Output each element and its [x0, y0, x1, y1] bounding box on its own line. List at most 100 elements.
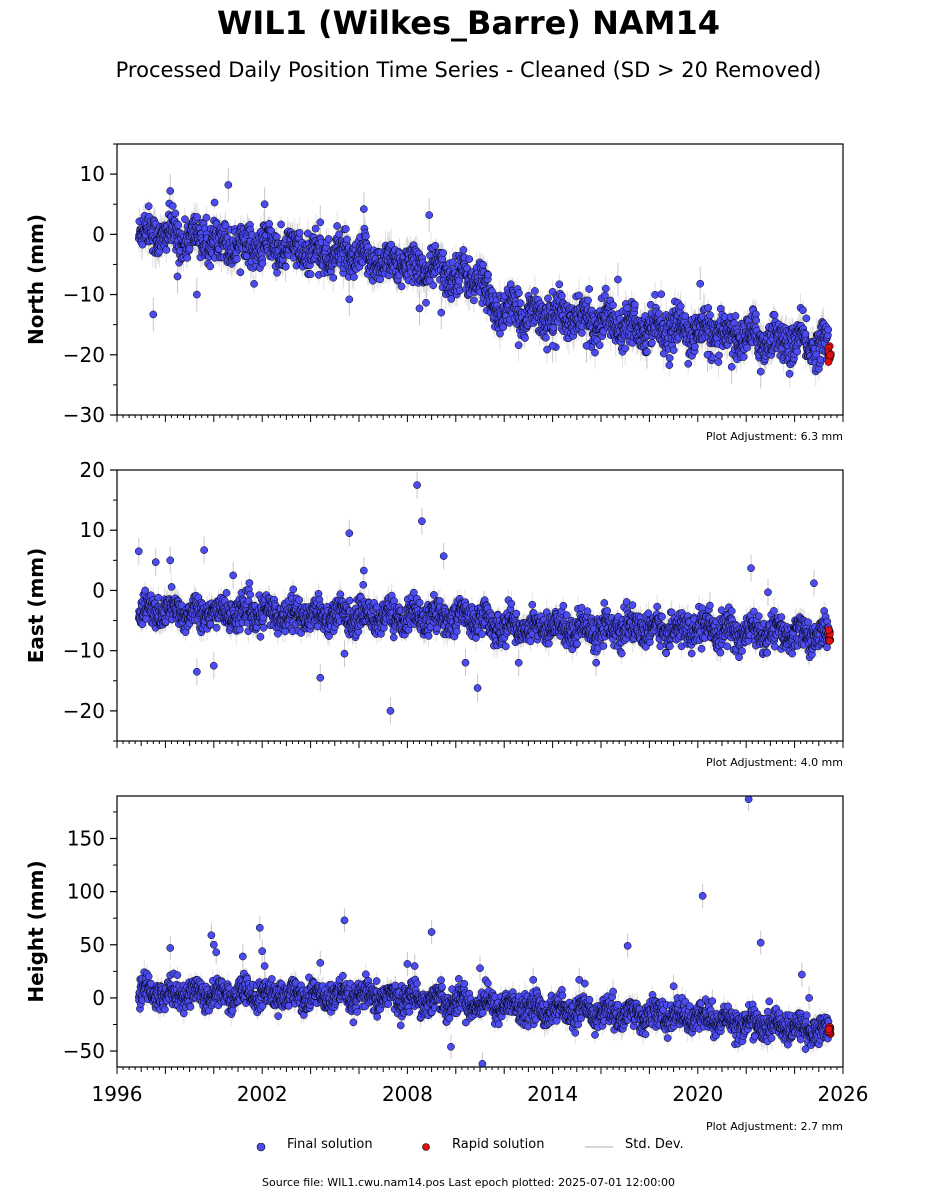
- data-point: [591, 348, 599, 357]
- data-point: [233, 255, 241, 263]
- data-point: [459, 246, 468, 254]
- outlier-point: [260, 200, 269, 209]
- y-tick-label: −10: [63, 283, 105, 307]
- data-point: [193, 213, 202, 221]
- outlier-point: [643, 347, 651, 356]
- data-point: [793, 347, 801, 356]
- y-tick-label: 10: [80, 162, 105, 186]
- outlier-point: [582, 341, 591, 350]
- data-point: [350, 273, 358, 281]
- plot-area: [134, 168, 835, 389]
- data-point: [250, 280, 258, 288]
- data-point: [499, 323, 508, 332]
- data-point: [397, 282, 406, 291]
- data-point: [544, 294, 552, 303]
- data-point: [714, 358, 723, 366]
- data-point: [578, 329, 586, 337]
- data-point: [743, 343, 752, 352]
- figure-title: WIL1 (Wilkes_Barre) NAM14: [217, 4, 720, 42]
- data-point: [575, 291, 583, 300]
- north-panel: −30 −20 −10 0 10 North (mm) Plot Adjustment: 6…: [24, 143, 844, 443]
- data-point: [181, 215, 189, 224]
- data-point: [715, 351, 723, 360]
- data-point: [584, 296, 592, 305]
- y-tick-label: 0: [92, 222, 105, 246]
- data-point: [362, 232, 370, 241]
- outlier-point: [149, 310, 158, 319]
- data-point: [183, 254, 192, 262]
- data-point: [210, 198, 219, 207]
- data-point: [236, 268, 245, 277]
- outlier-point: [166, 187, 175, 195]
- data-point: [655, 309, 663, 318]
- data-point: [609, 301, 617, 309]
- data-point: [470, 296, 478, 305]
- outlier-point: [224, 181, 233, 189]
- outlier-point: [703, 350, 712, 359]
- data-point: [221, 221, 230, 230]
- data-point: [311, 224, 320, 233]
- data-point: [185, 244, 194, 253]
- rapid-solution-points: [824, 342, 835, 366]
- outlier-point: [548, 341, 557, 350]
- data-point: [801, 330, 810, 338]
- data-point: [770, 311, 779, 319]
- data-point: [295, 229, 304, 237]
- data-point: [595, 341, 604, 350]
- data-point: [273, 268, 281, 277]
- data-point: [429, 281, 438, 290]
- data-point: [465, 255, 474, 263]
- data-point: [281, 262, 290, 271]
- data-point: [676, 302, 685, 311]
- data-point: [206, 262, 215, 271]
- data-point: [521, 334, 529, 342]
- data-point: [306, 270, 315, 279]
- data-point: [648, 338, 656, 347]
- data-point: [329, 273, 338, 282]
- data-point: [277, 220, 285, 229]
- data-point: [669, 346, 678, 355]
- outlier-point: [614, 275, 622, 284]
- data-point: [376, 275, 384, 284]
- data-point: [558, 292, 566, 300]
- data-point: [684, 359, 693, 368]
- data-point: [343, 235, 351, 244]
- data-point: [144, 202, 153, 211]
- data-point: [657, 290, 666, 299]
- data-point: [168, 202, 177, 210]
- data-point: [706, 311, 714, 319]
- data-point: [484, 270, 492, 279]
- data-point: [171, 209, 180, 218]
- data-point: [739, 353, 748, 361]
- y-tick-label: −30: [63, 403, 105, 427]
- data-point: [799, 306, 807, 315]
- data-point: [665, 354, 674, 362]
- outlier-point: [316, 218, 325, 227]
- data-point: [585, 285, 594, 293]
- data-point: [496, 329, 504, 338]
- rapid-point: [825, 351, 834, 359]
- data-point: [731, 312, 740, 320]
- outlier-point: [437, 308, 446, 317]
- x-axis: [116, 415, 844, 422]
- data-point: [630, 300, 639, 309]
- data-point: [601, 291, 609, 300]
- y-axis: −30 −20 −10 0 10: [63, 143, 117, 427]
- data-point: [516, 299, 525, 307]
- plot-area: [134, 471, 834, 725]
- data-point: [324, 235, 333, 243]
- data-point: [162, 246, 171, 254]
- data-point: [681, 312, 690, 320]
- outlier-point: [173, 272, 182, 281]
- data-point: [514, 341, 523, 350]
- data-point: [621, 344, 630, 353]
- data-point: [431, 241, 440, 250]
- outlier-point: [727, 362, 736, 371]
- outlier-point: [193, 290, 201, 299]
- data-point: [752, 316, 761, 325]
- data-point: [265, 220, 274, 228]
- data-point: [816, 355, 825, 364]
- data-point: [691, 342, 699, 351]
- data-point: [174, 221, 183, 229]
